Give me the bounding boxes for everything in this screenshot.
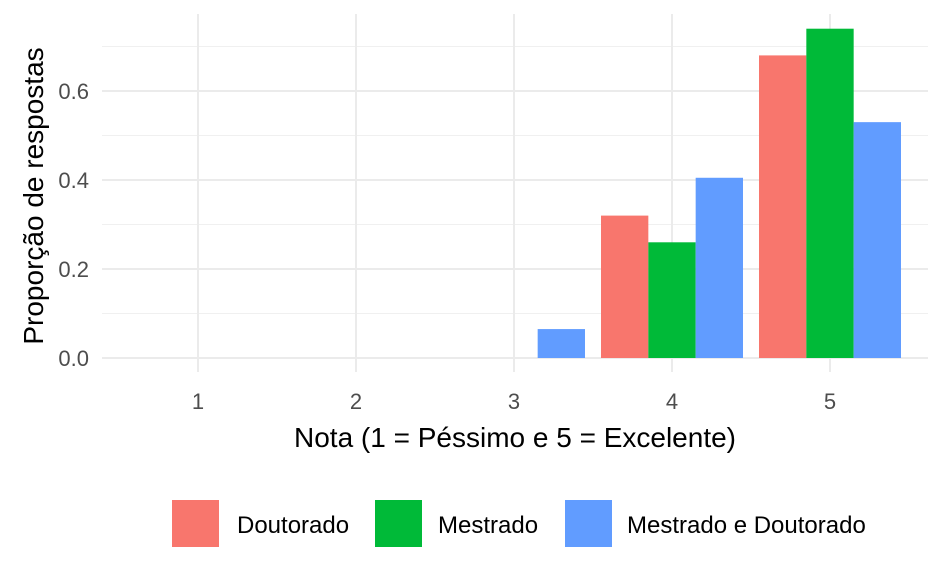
x-tick-label: 1 xyxy=(192,389,204,414)
x-axis-ticks: 1 2 3 4 5 xyxy=(192,389,836,414)
y-tick-label: 0.6 xyxy=(58,79,89,104)
legend-swatch xyxy=(565,500,612,547)
legend-label: Doutorado xyxy=(237,512,349,539)
legend-label: Mestrado e Doutorado xyxy=(627,512,866,539)
bar xyxy=(806,28,854,358)
y-axis-ticks: 0.0 0.2 0.4 0.6 xyxy=(58,79,89,371)
legend-swatch xyxy=(172,500,219,547)
x-tick-label: 2 xyxy=(350,389,362,414)
bar xyxy=(601,215,649,358)
bar xyxy=(648,242,696,358)
x-tick-label: 4 xyxy=(666,389,678,414)
bars xyxy=(537,28,901,359)
x-tick-label: 3 xyxy=(508,389,520,414)
x-axis-title: Nota (1 = Péssimo e 5 = Excelente) xyxy=(294,422,736,453)
bar xyxy=(537,329,585,358)
y-tick-label: 0.4 xyxy=(58,168,89,193)
bar xyxy=(853,122,901,359)
bar xyxy=(695,177,743,358)
legend-label: Mestrado xyxy=(438,512,538,539)
y-tick-label: 0.2 xyxy=(58,257,89,282)
y-tick-label: 0.0 xyxy=(58,346,89,371)
legend: Doutorado Mestrado Mestrado e Doutorado xyxy=(172,500,866,547)
x-tick-label: 5 xyxy=(824,389,836,414)
legend-swatch xyxy=(375,500,422,547)
bar xyxy=(759,55,807,359)
y-axis-title: Proporção de respostas xyxy=(18,47,49,344)
